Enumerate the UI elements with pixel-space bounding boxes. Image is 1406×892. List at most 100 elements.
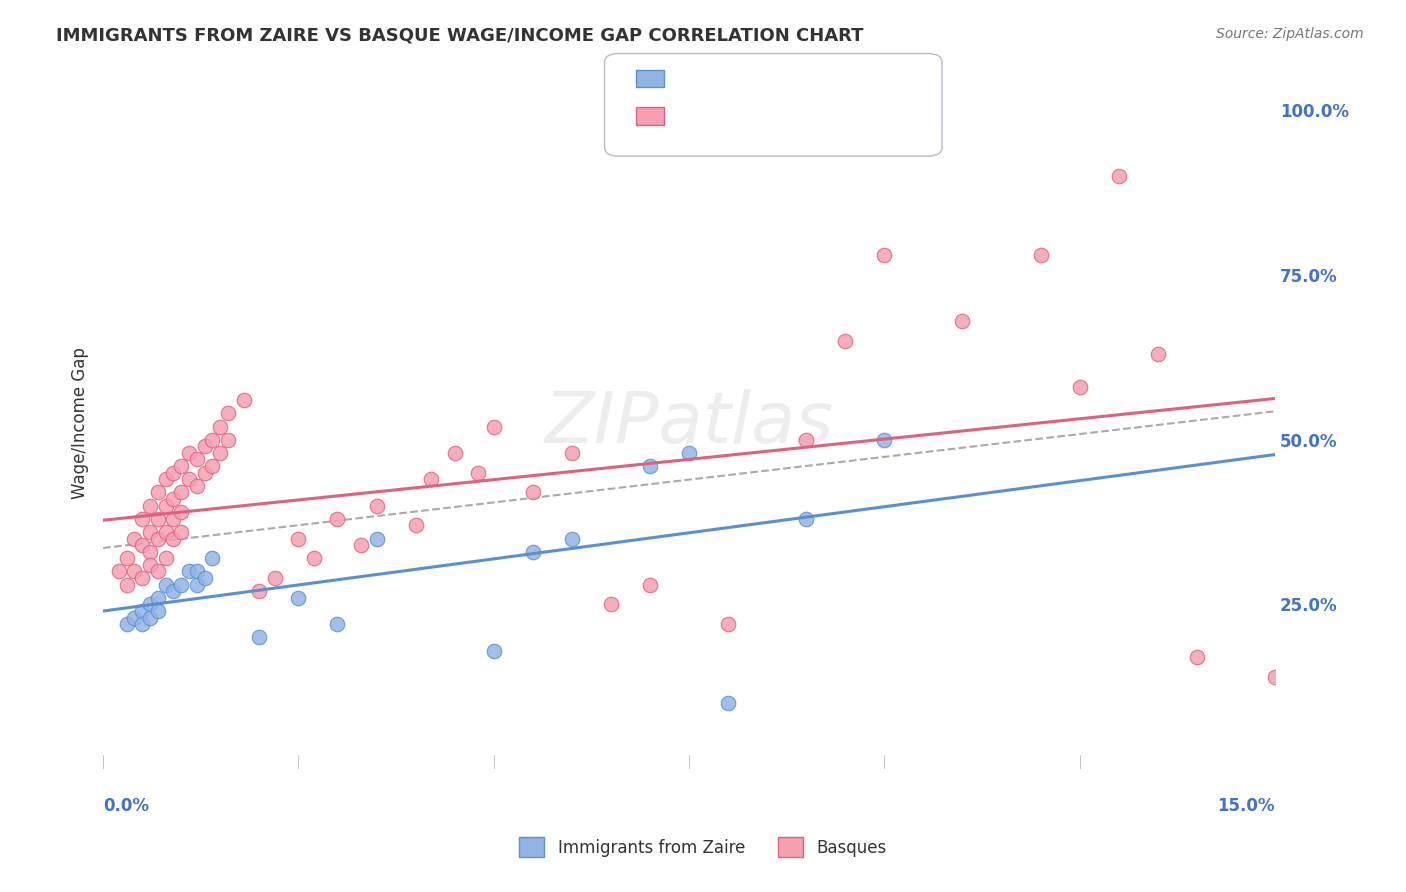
Point [302,551,325,566]
Point [131,538,153,552]
Point [1146,347,1168,361]
Point [247,584,270,599]
Point [217,433,239,447]
Point [873,433,896,447]
Point [873,248,896,262]
Point [209,446,232,460]
Point [146,591,169,605]
Point [638,459,661,474]
Point [194,571,217,585]
Legend: Immigrants from Zaire, Basques: Immigrants from Zaire, Basques [510,829,896,866]
Point [186,577,208,591]
Point [139,524,162,539]
Point [139,558,162,572]
Point [170,485,193,500]
Point [131,604,153,618]
Point [146,512,169,526]
Point [131,512,153,526]
Y-axis label: Wage/Income Gap: Wage/Income Gap [72,347,89,500]
Point [366,499,388,513]
Point [186,452,208,467]
Point [155,551,177,566]
Point [247,631,270,645]
Point [177,472,200,486]
Point [177,446,200,460]
Point [794,433,817,447]
Point [155,524,177,539]
Point [482,643,505,657]
Point [170,524,193,539]
Point [1108,169,1130,184]
Text: 0.0%: 0.0% [103,797,149,814]
Point [131,571,153,585]
Point [366,532,388,546]
Point [561,532,583,546]
Text: 15.0%: 15.0% [1218,797,1275,814]
Point [177,565,200,579]
Point [522,545,544,559]
Text: R = 0.346: R = 0.346 [672,116,763,134]
Point [420,472,443,486]
Point [170,505,193,519]
Point [952,314,974,328]
Point [482,419,505,434]
Point [131,617,153,632]
Point [194,439,217,453]
Point [107,565,129,579]
Point [146,485,169,500]
Point [600,598,623,612]
Point [287,591,309,605]
Point [201,433,224,447]
Point [139,598,162,612]
Text: ZIPatlas: ZIPatlas [544,389,834,458]
Point [834,334,856,348]
Point [717,696,740,710]
Point [1264,670,1286,684]
Point [405,518,427,533]
Point [170,459,193,474]
Text: IMMIGRANTS FROM ZAIRE VS BASQUE WAGE/INCOME GAP CORRELATION CHART: IMMIGRANTS FROM ZAIRE VS BASQUE WAGE/INC… [56,27,863,45]
Point [155,577,177,591]
Point [139,545,162,559]
Point [326,617,349,632]
Point [162,466,184,480]
Text: N = 68: N = 68 [780,116,842,134]
Text: R = 0.478: R = 0.478 [672,78,763,96]
Point [287,532,309,546]
Point [162,512,184,526]
Point [1185,650,1208,665]
Point [115,577,138,591]
Point [678,446,700,460]
Point [139,499,162,513]
Point [232,393,254,408]
Point [561,446,583,460]
Point [194,466,217,480]
Point [155,472,177,486]
Point [186,479,208,493]
Point [146,565,169,579]
Text: Source: ZipAtlas.com: Source: ZipAtlas.com [1216,27,1364,41]
Point [146,532,169,546]
Point [139,610,162,624]
Point [115,551,138,566]
Point [326,512,349,526]
Point [217,406,239,420]
Point [124,610,146,624]
Point [146,604,169,618]
Point [115,617,138,632]
Point [1069,380,1091,394]
Point [170,577,193,591]
Point [124,532,146,546]
Text: N = 28: N = 28 [780,78,842,96]
Point [467,466,489,480]
Point [162,584,184,599]
Point [209,419,232,434]
Point [717,617,740,632]
Point [124,565,146,579]
Point [794,512,817,526]
Point [264,571,287,585]
Point [1029,248,1052,262]
Point [443,446,465,460]
Point [162,532,184,546]
Point [155,499,177,513]
